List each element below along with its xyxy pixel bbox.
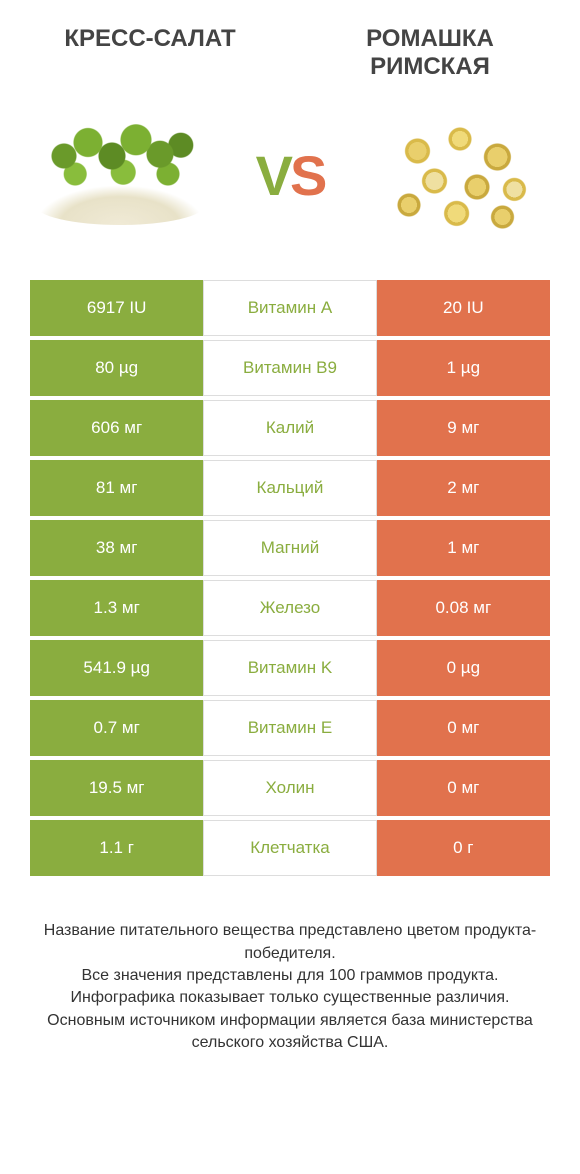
footer-line-3: Инфографика показывает только существенн… <box>30 987 550 1009</box>
table-row: 19.5 мгХолин0 мг <box>30 760 550 816</box>
right-value-cell: 1 µg <box>377 340 550 396</box>
nutrient-label-cell: Калий <box>203 400 376 456</box>
left-value-cell: 81 мг <box>30 460 203 516</box>
nutrient-label-cell: Витамин E <box>203 700 376 756</box>
right-value-cell: 0.08 мг <box>377 580 550 636</box>
vs-row: VS <box>0 90 580 280</box>
footer-line-2: Все значения представлены для 100 граммо… <box>30 965 550 987</box>
table-row: 6917 IUВитамин A20 IU <box>30 280 550 336</box>
nutrient-label-cell: Магний <box>203 520 376 576</box>
right-product-title: РОМАШКА РИМСКАЯ <box>320 25 540 80</box>
nutrient-label-cell: Витамин B9 <box>203 340 376 396</box>
vs-label: VS <box>256 143 325 208</box>
table-row: 1.1 гКлетчатка0 г <box>30 820 550 876</box>
footer-notes: Название питательного вещества представл… <box>0 880 580 1054</box>
left-product-image <box>30 105 210 245</box>
table-row: 80 µgВитамин B91 µg <box>30 340 550 396</box>
header: КРЕСС-САЛАТ РОМАШКА РИМСКАЯ <box>0 0 580 90</box>
comparison-table: 6917 IUВитамин A20 IU80 µgВитамин B91 µg… <box>0 280 580 876</box>
left-value-cell: 0.7 мг <box>30 700 203 756</box>
nutrient-label-cell: Витамин A <box>203 280 376 336</box>
chamomile-illustration <box>375 115 545 235</box>
left-value-cell: 38 мг <box>30 520 203 576</box>
left-value-cell: 606 мг <box>30 400 203 456</box>
vs-s: S <box>290 144 324 207</box>
left-value-cell: 19.5 мг <box>30 760 203 816</box>
nutrient-label-cell: Витамин K <box>203 640 376 696</box>
left-value-cell: 1.1 г <box>30 820 203 876</box>
table-row: 1.3 мгЖелезо0.08 мг <box>30 580 550 636</box>
right-value-cell: 9 мг <box>377 400 550 456</box>
right-value-cell: 0 µg <box>377 640 550 696</box>
nutrient-label-cell: Холин <box>203 760 376 816</box>
left-value-cell: 1.3 мг <box>30 580 203 636</box>
right-value-cell: 2 мг <box>377 460 550 516</box>
table-row: 81 мгКальций2 мг <box>30 460 550 516</box>
right-value-cell: 0 мг <box>377 760 550 816</box>
table-row: 606 мгКалий9 мг <box>30 400 550 456</box>
nutrient-label-cell: Железо <box>203 580 376 636</box>
table-row: 38 мгМагний1 мг <box>30 520 550 576</box>
right-value-cell: 0 мг <box>377 700 550 756</box>
left-value-cell: 80 µg <box>30 340 203 396</box>
right-value-cell: 20 IU <box>377 280 550 336</box>
right-product-image <box>370 105 550 245</box>
footer-line-4: Основным источником информации является … <box>30 1010 550 1055</box>
left-value-cell: 541.9 µg <box>30 640 203 696</box>
left-product-title: КРЕСС-САЛАТ <box>40 25 260 80</box>
table-row: 0.7 мгВитамин E0 мг <box>30 700 550 756</box>
cress-illustration <box>35 120 205 230</box>
footer-line-1: Название питательного вещества представл… <box>30 920 550 965</box>
right-value-cell: 1 мг <box>377 520 550 576</box>
right-value-cell: 0 г <box>377 820 550 876</box>
table-row: 541.9 µgВитамин K0 µg <box>30 640 550 696</box>
nutrient-label-cell: Кальций <box>203 460 376 516</box>
vs-v: V <box>256 144 290 207</box>
nutrient-label-cell: Клетчатка <box>203 820 376 876</box>
left-value-cell: 6917 IU <box>30 280 203 336</box>
